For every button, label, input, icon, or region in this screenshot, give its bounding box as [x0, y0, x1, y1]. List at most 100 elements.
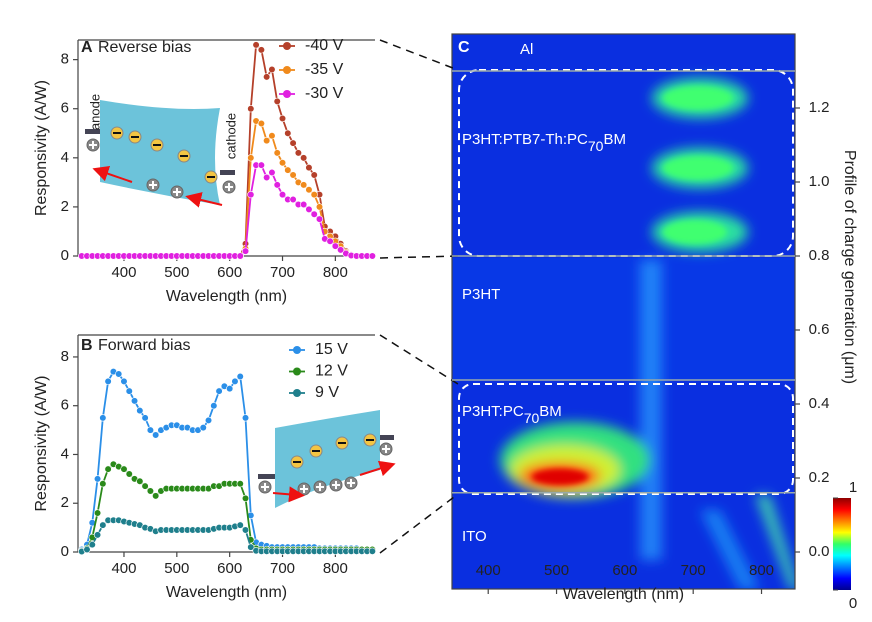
marker [289, 171, 297, 179]
marker [289, 195, 297, 204]
heatmap-image [452, 34, 795, 589]
x-tick-label: 600 [612, 562, 637, 579]
marker [236, 521, 244, 529]
marker [99, 521, 107, 529]
marker [263, 173, 271, 182]
y-axis-label: Responsivity (A/W) [33, 80, 50, 216]
marker [236, 480, 244, 488]
marker [263, 73, 271, 81]
y-axis-label: Responsivity (A/W) [33, 375, 50, 511]
marker [93, 531, 102, 539]
x-tick-label: 400 [111, 264, 136, 281]
marker [99, 414, 107, 422]
marker [115, 370, 123, 378]
marker [136, 477, 144, 485]
y-tick-label: 6 [61, 100, 69, 117]
marker [88, 541, 96, 549]
panel-label: A [81, 39, 93, 56]
x-tick-label: 500 [164, 264, 189, 281]
marker [93, 475, 102, 483]
marker [278, 114, 287, 123]
x-axis-label: Wavelength (nm) [166, 288, 287, 305]
x-tick-label: 600 [217, 264, 242, 281]
marker [130, 397, 139, 405]
layer-text: P3HT [462, 286, 500, 303]
x-tick-label: 500 [544, 562, 569, 579]
marker [152, 492, 160, 500]
marker [315, 215, 324, 223]
y-tick-label: 2 [61, 198, 69, 215]
marker [236, 372, 244, 381]
layer-sub: 70 [524, 410, 540, 426]
layer-tail: BM [539, 403, 562, 420]
marker [300, 181, 308, 189]
marker [305, 186, 313, 194]
x-tick-label: 400 [111, 560, 136, 577]
x-tick-label: 400 [476, 562, 501, 579]
marker [120, 377, 128, 385]
marker [268, 132, 276, 140]
legend-label: -30 V [305, 85, 344, 102]
marker [141, 482, 149, 490]
legend-label: 9 V [315, 384, 339, 401]
layer-text: Al [520, 41, 533, 58]
layer-label: ITO [462, 528, 487, 545]
marker [284, 166, 292, 174]
marker [199, 424, 207, 432]
marker [236, 252, 244, 260]
panel-label: B [81, 337, 93, 354]
marker [278, 159, 287, 167]
legend-marker [283, 42, 291, 50]
marker [247, 191, 255, 199]
marker [152, 431, 160, 439]
y-tick-label: 0.8 [809, 247, 830, 264]
legend-label: -40 V [305, 37, 344, 54]
marker [326, 237, 334, 245]
layer-label: Al [520, 41, 533, 58]
legend-marker [293, 346, 301, 354]
marker [99, 480, 107, 488]
marker [241, 247, 250, 255]
marker [104, 377, 112, 385]
layer-tail: BM [603, 131, 626, 148]
colorbar-label: 0 [849, 595, 857, 612]
marker [300, 154, 308, 162]
marker [146, 487, 155, 495]
marker [215, 387, 223, 395]
layer-label: P3HT:PC70BM [462, 403, 562, 426]
marker [125, 387, 133, 395]
y-tick-label: 2 [61, 494, 69, 511]
x-tick-label: 700 [270, 264, 295, 281]
y-tick-label: 1.0 [809, 173, 830, 190]
marker [141, 414, 149, 422]
x-tick-label: 600 [217, 560, 242, 577]
marker [241, 494, 250, 502]
x-axis-label: Wavelength (nm) [563, 586, 684, 603]
panel-title: Reverse bias [98, 39, 191, 56]
marker [305, 164, 313, 172]
y-tick-label: 4 [61, 445, 69, 462]
y-tick-label: 0.2 [809, 469, 830, 486]
marker [268, 65, 276, 74]
marker [331, 242, 339, 250]
y-tick-label: 6 [61, 397, 69, 414]
layer-label: P3HT:PTB7-Th:PC70BM [462, 131, 626, 154]
marker [146, 426, 155, 434]
marker [93, 509, 102, 517]
marker [273, 181, 281, 189]
layer-label: P3HT [462, 286, 500, 303]
marker [120, 465, 128, 473]
x-tick-label: 800 [323, 560, 348, 577]
marker [136, 406, 144, 415]
y-tick-label: 0.0 [809, 543, 830, 560]
layer-sub: 70 [588, 138, 604, 154]
annotation: anode [87, 94, 102, 130]
marker [257, 161, 265, 169]
marker [289, 139, 297, 147]
marker [247, 543, 255, 551]
panel-label: C [458, 39, 470, 56]
marker [284, 129, 292, 137]
marker [247, 154, 255, 162]
marker [310, 210, 318, 218]
